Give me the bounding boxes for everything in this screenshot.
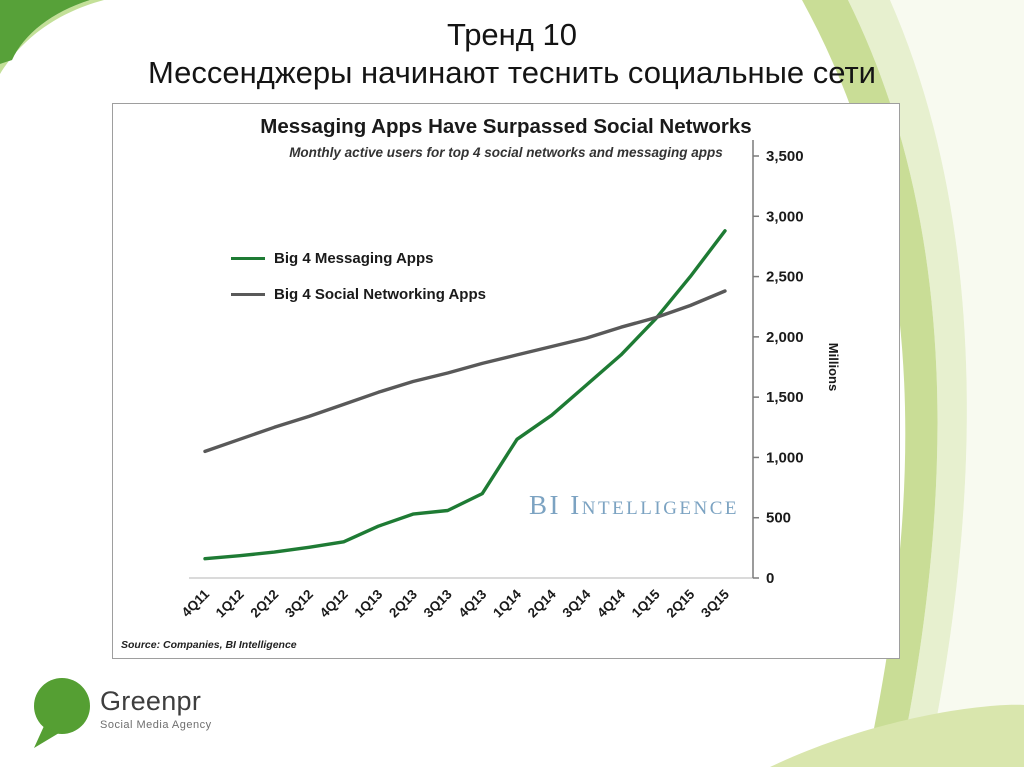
right-swoosh-pale-region <box>890 0 1024 767</box>
logo-text: Greenpr Social Media Agency <box>100 686 212 731</box>
chart-source: Source: Companies, BI Intelligence <box>121 639 297 651</box>
x-tick-label: 2Q14 <box>525 586 559 620</box>
y-tick-label: 2,500 <box>766 269 804 286</box>
right-swoosh-main-band <box>802 0 938 767</box>
slide-title-line2: Мессенджеры начинают теснить социальные … <box>148 55 876 90</box>
chart-title: Messaging Apps Have Surpassed Social Net… <box>260 115 752 138</box>
legend-item-social: Big 4 Social Networking Apps <box>231 286 486 303</box>
right-swoosh-echo-band <box>848 0 967 767</box>
logo-name: Greenpr <box>100 686 202 716</box>
chart-legend: Big 4 Messaging Apps Big 4 Social Networ… <box>231 250 486 303</box>
logo-icon <box>34 678 90 748</box>
legend-item-messaging: Big 4 Messaging Apps <box>231 250 486 267</box>
y-tick-label: 500 <box>766 510 791 527</box>
logo-tagline: Social Media Agency <box>100 719 212 731</box>
legend-swatch-social <box>231 292 265 297</box>
y-tick-label: 3,000 <box>766 208 804 225</box>
x-tick-label: 4Q11 <box>179 586 213 620</box>
legend-label-messaging: Big 4 Messaging Apps <box>274 250 434 267</box>
x-tick-label: 4Q12 <box>317 587 351 621</box>
legend-swatch-messaging <box>231 256 265 261</box>
x-tick-label: 1Q14 <box>490 586 524 620</box>
chart-plot: Millions 0 500 1,000 1,500 2,000 2,500 3,000 3,… <box>179 140 841 621</box>
series-line <box>203 289 727 454</box>
x-tick-label: 2Q12 <box>247 587 281 621</box>
logo: Greenpr Social Media Agency <box>26 674 212 752</box>
chart-subtitle: Monthly active users for top 4 social ne… <box>289 145 723 160</box>
y-tick-label: 0 <box>766 570 774 587</box>
x-tick-label: 4Q14 <box>594 586 628 620</box>
x-tick-label: 3Q15 <box>698 586 732 620</box>
top-left-wedge <box>0 0 90 64</box>
x-tick-label: 3Q14 <box>559 586 593 620</box>
y-axis-title: Millions <box>826 343 841 391</box>
watermark: BI Intelligence <box>529 490 740 520</box>
chart: Messaging Apps Have Surpassed Social Net… <box>112 103 900 659</box>
y-tick-label: 2,000 <box>766 329 804 346</box>
slide-title: Тренд 10 Мессенджеры начинают теснить со… <box>0 16 1024 92</box>
slide-title-line1: Тренд 10 <box>447 17 577 52</box>
x-tick-label: 2Q15 <box>663 586 697 620</box>
y-tick-label: 1,000 <box>766 449 804 466</box>
x-tick-label: 1Q15 <box>629 586 663 620</box>
x-tick-label: 1Q13 <box>351 586 385 620</box>
logo-bubble-tail <box>34 726 59 748</box>
y-tick-label: 1,500 <box>766 389 804 406</box>
x-tick-label: 4Q13 <box>455 586 489 620</box>
x-tick-label: 3Q12 <box>282 587 316 621</box>
legend-label-social: Big 4 Social Networking Apps <box>274 286 486 303</box>
y-tick-label: 3,500 <box>766 148 804 165</box>
bottom-right-sweep <box>770 704 1024 767</box>
x-tick-label: 3Q13 <box>421 586 455 620</box>
series-line <box>203 229 727 561</box>
x-tick-label: 2Q13 <box>386 586 420 620</box>
logo-bubble <box>34 678 90 734</box>
x-tick-label: 1Q12 <box>213 587 247 621</box>
